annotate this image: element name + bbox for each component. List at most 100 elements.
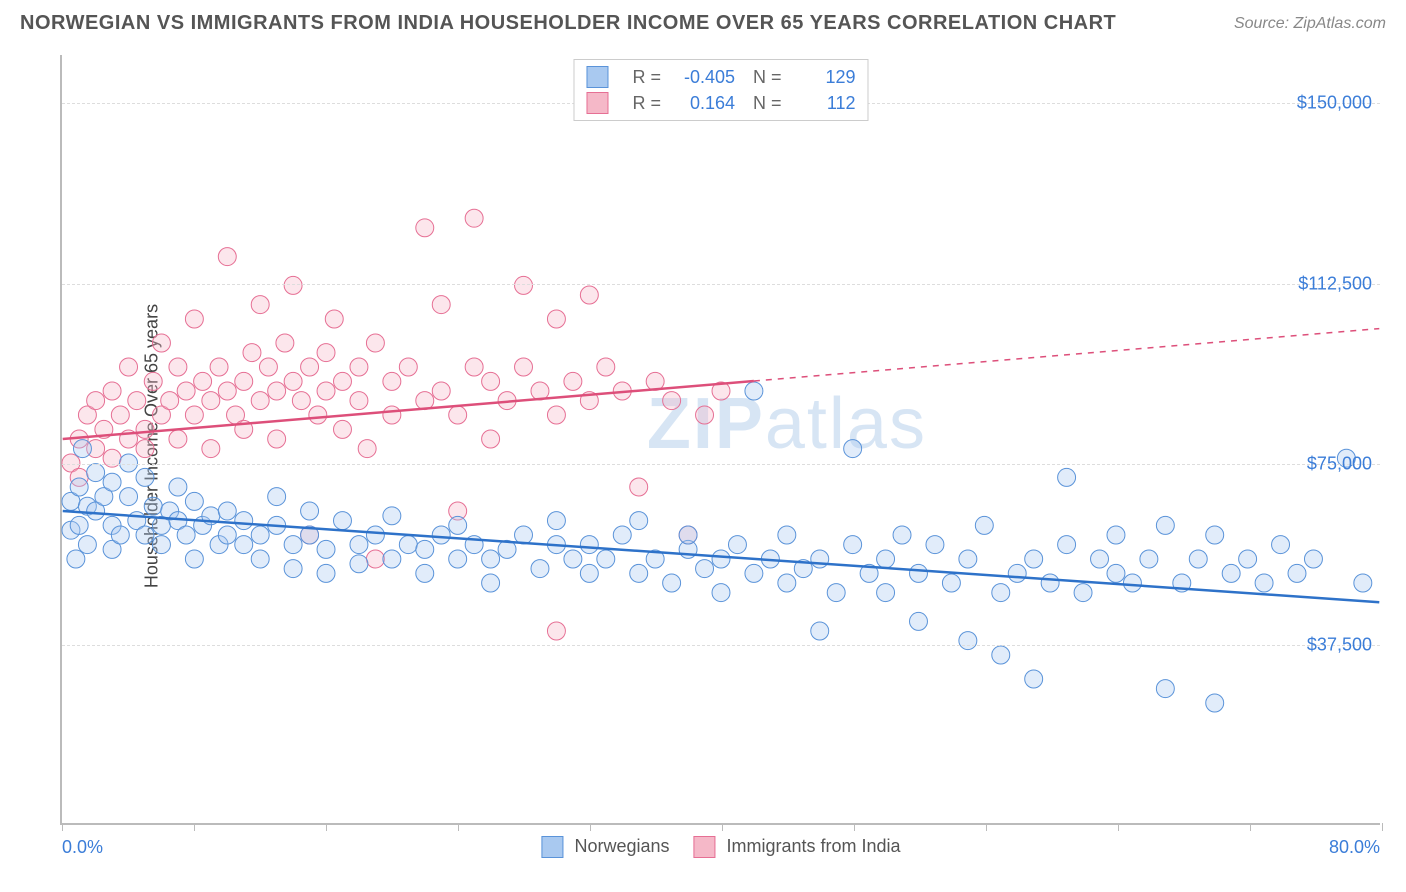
scatter-point <box>185 492 203 510</box>
scatter-point <box>136 468 154 486</box>
r-value-1: 0.164 <box>679 93 735 114</box>
scatter-point <box>103 382 121 400</box>
scatter-point <box>432 296 450 314</box>
scatter-point <box>185 310 203 328</box>
scatter-point <box>1025 670 1043 688</box>
xtick <box>1118 823 1119 831</box>
scatter-point <box>778 526 796 544</box>
scatter-point <box>350 536 368 554</box>
scatter-point <box>317 344 335 362</box>
scatter-point <box>1074 584 1092 602</box>
scatter-point <box>910 612 928 630</box>
scatter-point <box>366 334 384 352</box>
scatter-point <box>1354 574 1372 592</box>
scatter-point <box>70 478 88 496</box>
ytick-label: $75,000 <box>1307 454 1372 475</box>
scatter-point <box>728 536 746 554</box>
scatter-point <box>284 276 302 294</box>
n-label-0: N = <box>753 67 782 88</box>
scatter-point <box>73 440 91 458</box>
scatter-point <box>383 507 401 525</box>
scatter-point <box>194 372 212 390</box>
legend-swatch-bottom-1 <box>693 836 715 858</box>
scatter-point <box>515 276 533 294</box>
gridline <box>62 284 1380 285</box>
scatter-point <box>152 334 170 352</box>
correlation-legend: R = -0.405 N = 129 R = 0.164 N = 112 <box>573 59 868 121</box>
xtick <box>194 823 195 831</box>
scatter-point <box>663 574 681 592</box>
scatter-point <box>334 420 352 438</box>
scatter-point <box>334 512 352 530</box>
scatter-point <box>580 536 598 554</box>
scatter-point <box>120 358 138 376</box>
scatter-point <box>1058 536 1076 554</box>
scatter-point <box>259 358 277 376</box>
scatter-point <box>144 372 162 390</box>
legend-item-1: Immigrants from India <box>693 836 900 858</box>
legend-row-series-0: R = -0.405 N = 129 <box>586 64 855 90</box>
scatter-point <box>827 584 845 602</box>
scatter-point <box>531 560 549 578</box>
scatter-point <box>218 382 236 400</box>
scatter-point <box>78 536 96 554</box>
scatter-point <box>235 536 253 554</box>
scatter-point <box>218 502 236 520</box>
ytick-label: $112,500 <box>1298 273 1372 294</box>
scatter-point <box>350 392 368 410</box>
scatter-point <box>268 488 286 506</box>
scatter-point <box>87 392 105 410</box>
scatter-point <box>877 550 895 568</box>
scatter-point <box>416 540 434 558</box>
scatter-point <box>169 430 187 448</box>
x-axis-max-label: 80.0% <box>1329 837 1380 858</box>
r-value-0: -0.405 <box>679 67 735 88</box>
scatter-point <box>449 516 467 534</box>
scatter-point <box>235 372 253 390</box>
scatter-point <box>366 550 384 568</box>
scatter-point <box>350 555 368 573</box>
scatter-point <box>811 622 829 640</box>
scatter-point <box>383 550 401 568</box>
scatter-point <box>942 574 960 592</box>
scatter-point <box>1058 468 1076 486</box>
x-axis-min-label: 0.0% <box>62 837 103 858</box>
scatter-point <box>1140 550 1158 568</box>
scatter-point <box>712 584 730 602</box>
scatter-point <box>136 440 154 458</box>
scatter-point <box>580 564 598 582</box>
scatter-point <box>597 358 615 376</box>
legend-label-0: Norwegians <box>574 836 669 856</box>
ytick-label: $37,500 <box>1307 634 1372 655</box>
scatter-point <box>111 526 129 544</box>
scatter-point <box>309 406 327 424</box>
scatter-point <box>992 646 1010 664</box>
xtick <box>458 823 459 831</box>
gridline <box>62 464 1380 465</box>
scatter-point <box>580 286 598 304</box>
scatter-point <box>144 497 162 515</box>
xtick <box>62 823 63 831</box>
scatter-point <box>564 550 582 568</box>
scatter-point <box>301 358 319 376</box>
scatter-point <box>251 550 269 568</box>
scatter-point <box>959 550 977 568</box>
scatter-point <box>1222 564 1240 582</box>
scatter-point <box>416 219 434 237</box>
scatter-point <box>399 536 417 554</box>
chart-header: NORWEGIAN VS IMMIGRANTS FROM INDIA HOUSE… <box>0 0 1406 43</box>
ytick-label: $150,000 <box>1297 93 1372 114</box>
scatter-point <box>547 512 565 530</box>
xtick <box>854 823 855 831</box>
scatter-point <box>1156 516 1174 534</box>
scatter-point <box>292 392 310 410</box>
scatter-point <box>243 344 261 362</box>
scatter-point <box>383 372 401 390</box>
legend-swatch-1 <box>586 92 608 114</box>
scatter-point <box>926 536 944 554</box>
scatter-point <box>284 372 302 390</box>
legend-row-series-1: R = 0.164 N = 112 <box>586 90 855 116</box>
scatter-point <box>515 358 533 376</box>
scatter-point <box>317 382 335 400</box>
scatter-point <box>696 406 714 424</box>
